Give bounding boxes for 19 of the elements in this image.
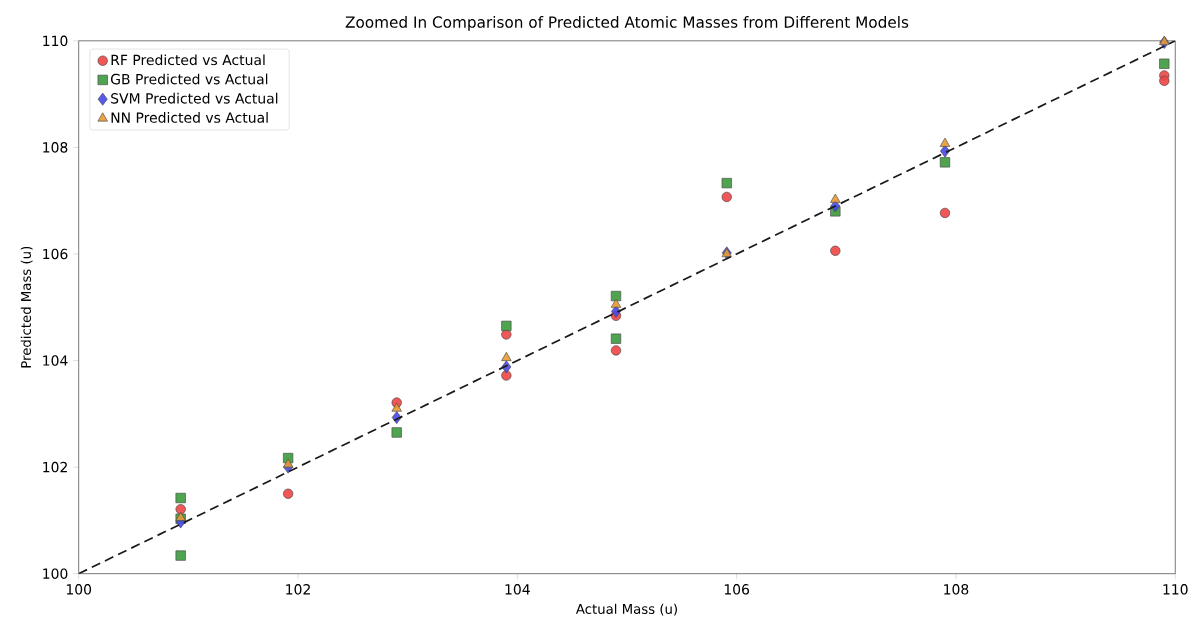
chart-title: Zoomed In Comparison of Predicted Atomic Masses from Different Models	[345, 15, 909, 31]
legend-label: RF Predicted vs Actual	[111, 54, 265, 65]
x-tick-label: 104	[505, 583, 530, 595]
y-tick-label: 108	[43, 141, 68, 153]
y-tick-label: 100	[43, 568, 68, 579]
legend-label: SVM Predicted vs Actual	[111, 92, 278, 104]
y-tick-label: 102	[43, 461, 67, 473]
x-tick-label: 100	[66, 583, 92, 595]
x-tick-label: 110	[1163, 583, 1188, 595]
x-tick-label: 106	[724, 583, 750, 595]
legend-label: NN Predicted vs Actual	[111, 111, 268, 123]
x-tick-label: 108	[944, 583, 969, 595]
y-tick-label: 110	[43, 35, 68, 46]
y-tick-label: 106	[43, 248, 68, 259]
x-tick-label: 102	[286, 583, 310, 595]
y-tick-label: 104	[43, 355, 68, 366]
y-axis-title: Predicted Mass (u)	[20, 246, 33, 368]
legend-label: GB Predicted vs Actual	[110, 73, 268, 85]
x-axis-title: Actual Mass (u)	[575, 603, 677, 616]
